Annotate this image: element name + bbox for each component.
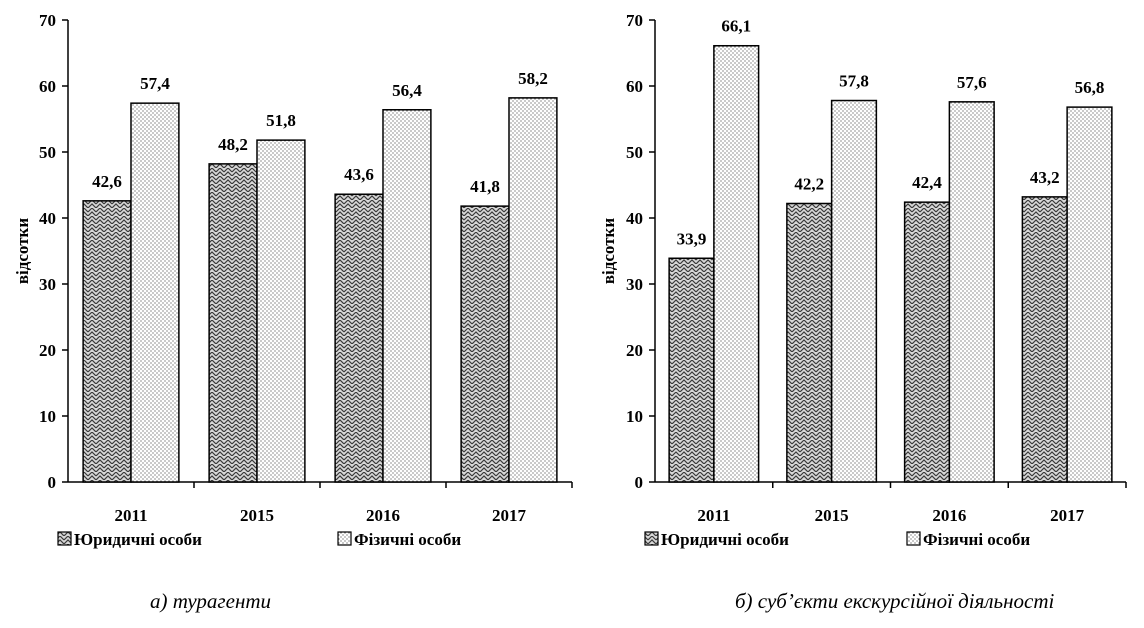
x-tick-label: 2015 [240,506,274,525]
x-tick-label: 2016 [366,506,400,525]
data-label: 56,4 [392,81,422,100]
data-label: 33,9 [677,229,707,248]
bar-individuals [508,97,558,483]
y-tick-label: 30 [626,275,643,294]
y-tick-label: 10 [39,407,56,426]
bar-individuals [830,99,878,483]
x-tick-label: 2016 [932,506,966,525]
bar-legal-entities [334,193,384,483]
y-tick-label: 70 [626,11,643,30]
bar-legal-entities [460,205,510,483]
bar-legal-entities [903,201,951,483]
y-axis-title: відсотки [599,218,618,284]
legend-swatch [906,531,921,546]
data-label: 57,6 [957,73,987,92]
data-label: 43,2 [1030,168,1060,187]
chart-2: 0 10 20 30 40 50 60 70 відсотки 2011 33,9 66,1 2015 4… [599,11,1127,613]
x-tick-label: 2017 [1050,506,1085,525]
data-label: 51,8 [266,111,296,130]
x-tick-label: 2015 [815,506,849,525]
y-tick-label: 60 [626,77,643,96]
bar-legal-entities [1021,196,1068,483]
bar-individuals [256,139,306,483]
x-tick-label: 2017 [492,506,527,525]
chart-1: 0 10 20 30 40 50 60 70 відсотки 2011 42,6 57,4 2015 4… [13,11,573,613]
data-label: 42,4 [912,173,942,192]
y-tick-label: 40 [626,209,643,228]
legend-swatch [644,531,659,546]
bar-individuals [382,109,432,483]
legend-label: Фізичні особи [354,530,461,549]
legend-swatch [337,531,352,546]
data-label: 42,6 [92,172,122,191]
data-label: 56,8 [1075,78,1105,97]
y-tick-label: 40 [39,209,56,228]
legend-label: Юридичні особи [74,530,202,549]
bar-individuals [713,44,760,483]
data-label: 57,8 [839,72,869,91]
data-label: 43,6 [344,165,374,184]
data-label: 42,2 [794,174,824,193]
y-tick-label: 0 [635,473,644,492]
bar-legal-entities [668,257,715,483]
y-tick-label: 30 [39,275,56,294]
data-label: 58,2 [518,69,548,88]
bar-individuals [1066,106,1113,483]
chart-caption: а) турагенти [150,589,271,613]
legend-label: Фізичні особи [923,530,1030,549]
bar-individuals [130,102,180,483]
bar-individuals [948,101,995,483]
y-tick-label: 60 [39,77,56,96]
y-tick-label: 70 [39,11,56,30]
y-tick-label: 20 [626,341,643,360]
data-label: 66,1 [721,17,751,36]
y-tick-label: 50 [39,143,56,162]
legend-swatch [57,531,72,546]
x-tick-label: 2011 [114,506,147,525]
chart-caption: б) суб’єкти екскурсійної діяльності [735,589,1055,613]
x-tick-label: 2011 [697,506,730,525]
data-label: 57,4 [140,74,170,93]
y-tick-label: 50 [626,143,643,162]
data-label: 48,2 [218,135,248,154]
y-tick-label: 10 [626,407,643,426]
y-axis-title: відсотки [13,218,32,284]
bar-legal-entities [208,163,258,483]
y-tick-label: 20 [39,341,56,360]
y-tick-label: 0 [48,473,57,492]
data-label: 41,8 [470,177,500,196]
bar-legal-entities [786,202,833,483]
bar-legal-entities [82,200,132,483]
legend-label: Юридичні особи [661,530,789,549]
